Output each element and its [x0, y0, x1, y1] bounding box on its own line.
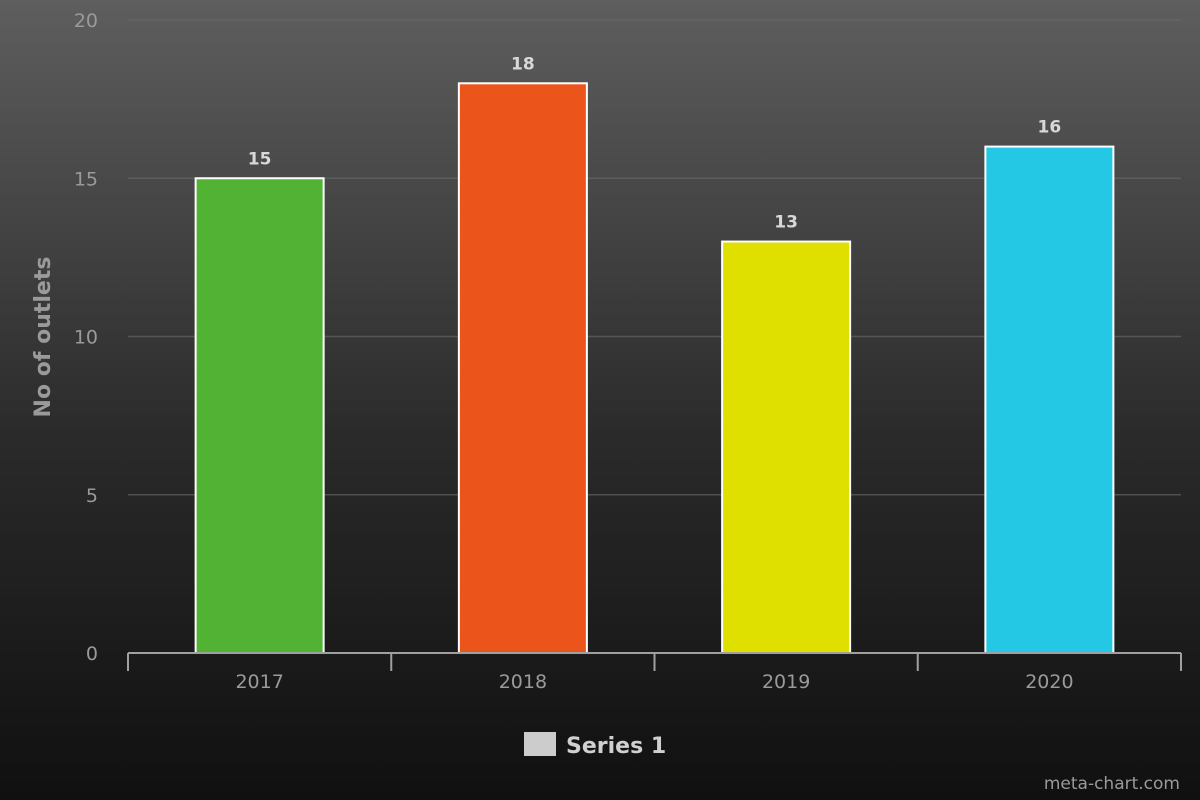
- data-label: 13: [774, 213, 798, 233]
- data-label: 15: [248, 149, 272, 169]
- x-tick-label: 2020: [1025, 671, 1073, 693]
- bar-2018[interactable]: [457, 82, 588, 655]
- y-tick-label: 15: [74, 168, 98, 190]
- bar-2019[interactable]: [721, 240, 852, 655]
- y-tick-label: 10: [74, 327, 98, 349]
- credit-text: meta-chart.com: [1044, 774, 1180, 794]
- y-axis-label: No of outlets: [31, 257, 56, 418]
- y-tick-label: 0: [86, 643, 98, 665]
- bar-2017[interactable]: [194, 177, 325, 654]
- y-tick-label: 20: [74, 10, 98, 32]
- x-tick-label: 2019: [762, 671, 810, 693]
- x-tick-label: 2018: [499, 671, 547, 693]
- legend-label[interactable]: Series 1: [566, 734, 666, 759]
- bar-2020[interactable]: [984, 145, 1115, 654]
- data-label: 16: [1038, 118, 1062, 138]
- y-tick-label: 5: [86, 485, 98, 507]
- x-tick-label: 2017: [235, 671, 283, 693]
- data-label: 18: [511, 54, 535, 74]
- legend-swatch: [524, 732, 556, 756]
